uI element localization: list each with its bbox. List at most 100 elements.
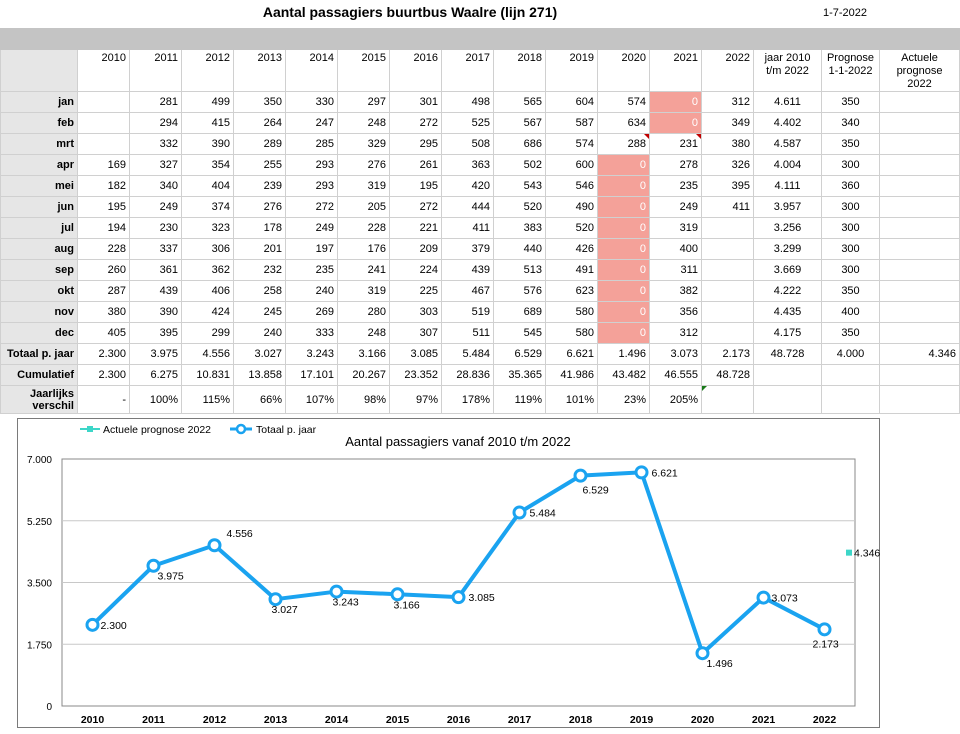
table-cell[interactable]: 289 <box>233 133 286 155</box>
table-cell[interactable]: 0 <box>597 301 650 323</box>
table-cell[interactable]: 48.728 <box>701 364 754 386</box>
table-cell[interactable]: 248 <box>337 322 390 344</box>
table-cell[interactable]: 46.555 <box>649 364 702 386</box>
table-cell[interactable]: 260 <box>77 259 130 281</box>
table-cell[interactable]: 119% <box>493 385 546 414</box>
table-cell[interactable]: 0 <box>597 175 650 197</box>
table-cell[interactable]: 169 <box>77 154 130 176</box>
table-cell[interactable]: - <box>77 385 130 414</box>
table-cell[interactable]: 264 <box>233 112 286 134</box>
table-cell[interactable] <box>879 238 960 260</box>
table-cell[interactable]: 323 <box>181 217 234 239</box>
table-cell[interactable]: 5.484 <box>441 343 494 365</box>
table-cell[interactable]: 405 <box>77 322 130 344</box>
table-cell[interactable] <box>879 196 960 218</box>
table-cell[interactable]: 231 <box>649 133 702 155</box>
table-cell[interactable]: 4.556 <box>181 343 234 365</box>
table-cell[interactable]: 406 <box>181 280 234 302</box>
table-cell[interactable]: 3.085 <box>389 343 442 365</box>
table-cell[interactable]: 6.529 <box>493 343 546 365</box>
table-cell[interactable]: 520 <box>493 196 546 218</box>
table-cell[interactable]: 327 <box>129 154 182 176</box>
table-cell[interactable]: 258 <box>233 280 286 302</box>
table-cell[interactable]: 502 <box>493 154 546 176</box>
table-cell[interactable]: 230 <box>129 217 182 239</box>
table-cell[interactable]: 311 <box>649 259 702 281</box>
table-cell[interactable]: 360 <box>821 175 880 197</box>
table-cell[interactable]: 228 <box>337 217 390 239</box>
table-cell[interactable]: 43.482 <box>597 364 650 386</box>
table-cell[interactable]: 567 <box>493 112 546 134</box>
table-cell[interactable] <box>879 301 960 323</box>
table-cell[interactable] <box>879 217 960 239</box>
table-cell[interactable]: 307 <box>389 322 442 344</box>
table-cell[interactable]: 319 <box>649 217 702 239</box>
table-cell[interactable]: 176 <box>337 238 390 260</box>
table-cell[interactable]: 689 <box>493 301 546 323</box>
table-cell[interactable]: 4.435 <box>753 301 822 323</box>
table-cell[interactable]: 4.004 <box>753 154 822 176</box>
table-cell[interactable]: 35.365 <box>493 364 546 386</box>
table-cell[interactable]: 382 <box>649 280 702 302</box>
table-cell[interactable]: 205 <box>337 196 390 218</box>
table-cell[interactable] <box>701 322 754 344</box>
table-cell[interactable]: 10.831 <box>181 364 234 386</box>
table-cell[interactable]: 195 <box>389 175 442 197</box>
table-cell[interactable]: 525 <box>441 112 494 134</box>
table-cell[interactable]: 546 <box>545 175 598 197</box>
table-cell[interactable]: 440 <box>493 238 546 260</box>
table-cell[interactable]: 380 <box>77 301 130 323</box>
table-cell[interactable]: 300 <box>821 238 880 260</box>
table-cell[interactable] <box>701 301 754 323</box>
table-cell[interactable]: 511 <box>441 322 494 344</box>
table-cell[interactable]: 3.957 <box>753 196 822 218</box>
table-cell[interactable]: 182 <box>77 175 130 197</box>
table-cell[interactable]: 326 <box>701 154 754 176</box>
table-cell[interactable]: 297 <box>337 91 390 113</box>
table-cell[interactable]: 239 <box>233 175 286 197</box>
table-cell[interactable] <box>77 91 130 113</box>
table-cell[interactable]: 224 <box>389 259 442 281</box>
table-cell[interactable] <box>879 112 960 134</box>
table-cell[interactable]: 439 <box>129 280 182 302</box>
table-cell[interactable]: 97% <box>389 385 442 414</box>
table-cell[interactable]: 2.300 <box>77 364 130 386</box>
table-cell[interactable] <box>879 322 960 344</box>
table-cell[interactable]: 490 <box>545 196 598 218</box>
table-cell[interactable]: 269 <box>285 301 338 323</box>
table-cell[interactable]: 205% <box>649 385 702 414</box>
table-cell[interactable]: 3.166 <box>337 343 390 365</box>
table-cell[interactable]: 332 <box>129 133 182 155</box>
table-cell[interactable]: 255 <box>233 154 286 176</box>
table-cell[interactable]: 240 <box>233 322 286 344</box>
table-cell[interactable]: 520 <box>545 217 598 239</box>
table-cell[interactable]: 519 <box>441 301 494 323</box>
table-cell[interactable]: 415 <box>181 112 234 134</box>
table-cell[interactable] <box>879 175 960 197</box>
table-cell[interactable]: 278 <box>649 154 702 176</box>
table-cell[interactable] <box>879 154 960 176</box>
table-cell[interactable]: 276 <box>337 154 390 176</box>
table-cell[interactable]: 98% <box>337 385 390 414</box>
table-cell[interactable]: 0 <box>597 238 650 260</box>
table-cell[interactable] <box>701 259 754 281</box>
table-cell[interactable]: 330 <box>285 91 338 113</box>
table-cell[interactable]: 306 <box>181 238 234 260</box>
table-cell[interactable]: 319 <box>337 175 390 197</box>
table-cell[interactable]: 3.975 <box>129 343 182 365</box>
table-cell[interactable]: 420 <box>441 175 494 197</box>
table-cell[interactable] <box>701 385 754 414</box>
table-cell[interactable]: 354 <box>181 154 234 176</box>
table-cell[interactable]: 513 <box>493 259 546 281</box>
table-cell[interactable]: 350 <box>821 322 880 344</box>
table-cell[interactable]: 623 <box>545 280 598 302</box>
table-cell[interactable]: 107% <box>285 385 338 414</box>
table-cell[interactable]: 288 <box>597 133 650 155</box>
table-cell[interactable]: 604 <box>545 91 598 113</box>
table-cell[interactable]: 356 <box>649 301 702 323</box>
table-cell[interactable] <box>701 238 754 260</box>
table-cell[interactable]: 0 <box>597 196 650 218</box>
table-cell[interactable]: 1.496 <box>597 343 650 365</box>
table-cell[interactable]: 281 <box>129 91 182 113</box>
table-cell[interactable]: 600 <box>545 154 598 176</box>
